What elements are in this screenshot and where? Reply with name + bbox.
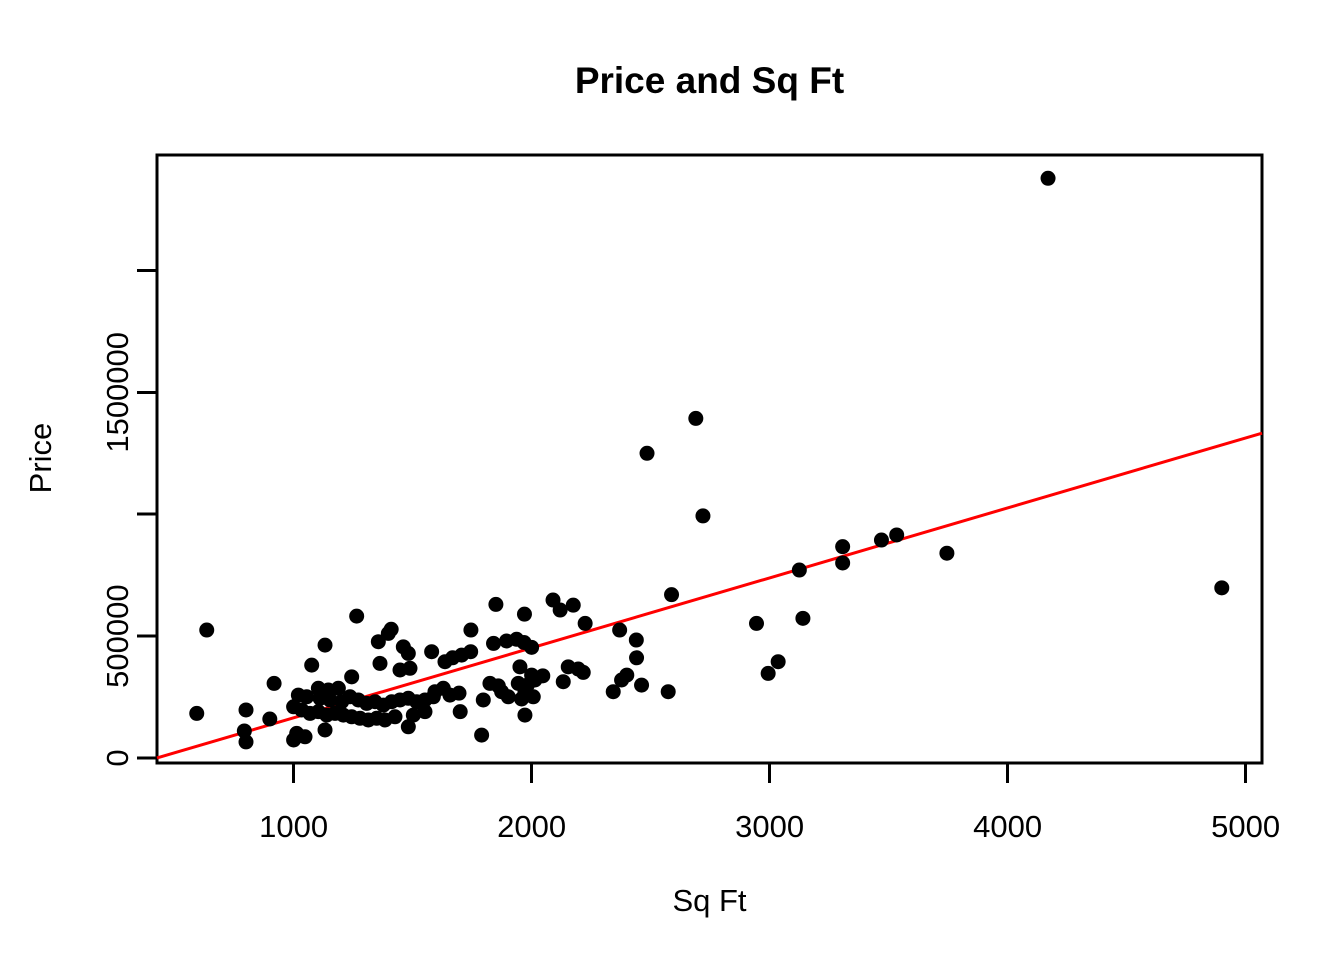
data-point bbox=[770, 654, 786, 670]
data-point bbox=[889, 527, 905, 543]
y-axis-label: Price bbox=[23, 422, 58, 494]
data-point bbox=[383, 621, 399, 637]
data-point bbox=[475, 692, 491, 708]
data-point bbox=[402, 660, 418, 676]
data-point bbox=[488, 596, 504, 612]
x-tick-label: 4000 bbox=[973, 809, 1042, 844]
data-point bbox=[695, 508, 711, 524]
data-point bbox=[1040, 170, 1056, 186]
x-tick-label: 3000 bbox=[735, 809, 804, 844]
chart-title: Price and Sq Ft bbox=[574, 60, 845, 101]
data-point bbox=[577, 615, 593, 631]
plot-box bbox=[155, 153, 1264, 765]
data-point bbox=[266, 675, 282, 691]
data-point bbox=[299, 689, 315, 705]
data-point bbox=[516, 606, 532, 622]
data-point bbox=[417, 704, 433, 720]
data-point bbox=[372, 655, 388, 671]
data-point bbox=[238, 702, 254, 718]
data-point bbox=[463, 622, 479, 638]
x-tick-label: 2000 bbox=[497, 809, 566, 844]
data-point bbox=[262, 711, 278, 727]
data-point bbox=[660, 684, 676, 700]
data-point bbox=[304, 657, 320, 673]
data-point bbox=[552, 602, 568, 618]
data-point bbox=[317, 722, 333, 738]
data-point bbox=[517, 707, 533, 723]
data-point bbox=[452, 704, 468, 720]
y-tick-label: 1500000 bbox=[100, 332, 135, 453]
data-point bbox=[405, 707, 421, 723]
data-point bbox=[344, 669, 360, 685]
y-tick-label: 500000 bbox=[100, 584, 135, 687]
data-point bbox=[791, 562, 807, 578]
data-point bbox=[317, 637, 333, 653]
data-point bbox=[760, 665, 776, 681]
x-axis-label: Sq Ft bbox=[672, 883, 747, 918]
data-point bbox=[634, 677, 650, 693]
data-point bbox=[238, 734, 254, 750]
data-point bbox=[535, 668, 551, 684]
data-point bbox=[512, 659, 528, 675]
data-point bbox=[400, 645, 416, 661]
data-point bbox=[349, 608, 365, 624]
data-point bbox=[565, 597, 581, 613]
data-point bbox=[639, 445, 655, 461]
data-point bbox=[387, 709, 403, 725]
data-point bbox=[463, 644, 479, 660]
data-point bbox=[524, 639, 540, 655]
data-point bbox=[1214, 580, 1230, 596]
y-tick-label: 0 bbox=[100, 749, 135, 766]
data-point bbox=[500, 689, 516, 705]
x-tick-label: 5000 bbox=[1211, 809, 1280, 844]
data-point bbox=[939, 545, 955, 561]
data-point bbox=[629, 650, 645, 666]
data-point bbox=[525, 689, 541, 705]
data-point bbox=[189, 705, 205, 721]
data-point bbox=[486, 635, 502, 651]
data-point bbox=[873, 532, 889, 548]
data-point bbox=[424, 644, 440, 660]
x-tick-label: 1000 bbox=[259, 809, 328, 844]
data-point bbox=[664, 587, 680, 603]
data-point bbox=[236, 723, 252, 739]
data-point bbox=[400, 719, 416, 735]
data-point bbox=[322, 692, 338, 708]
data-point bbox=[199, 622, 215, 638]
data-point bbox=[555, 674, 571, 690]
data-point bbox=[297, 729, 313, 745]
data-point bbox=[612, 622, 628, 638]
data-point bbox=[330, 680, 346, 696]
data-point bbox=[474, 727, 490, 743]
data-point bbox=[575, 664, 591, 680]
data-point bbox=[619, 667, 635, 683]
data-point bbox=[605, 684, 621, 700]
data-point bbox=[688, 410, 704, 426]
data-point bbox=[749, 615, 765, 631]
data-point bbox=[835, 539, 851, 555]
data-point bbox=[628, 632, 644, 648]
data-point bbox=[370, 634, 386, 650]
data-point bbox=[835, 555, 851, 571]
data-point bbox=[451, 685, 467, 701]
data-point bbox=[795, 610, 811, 626]
